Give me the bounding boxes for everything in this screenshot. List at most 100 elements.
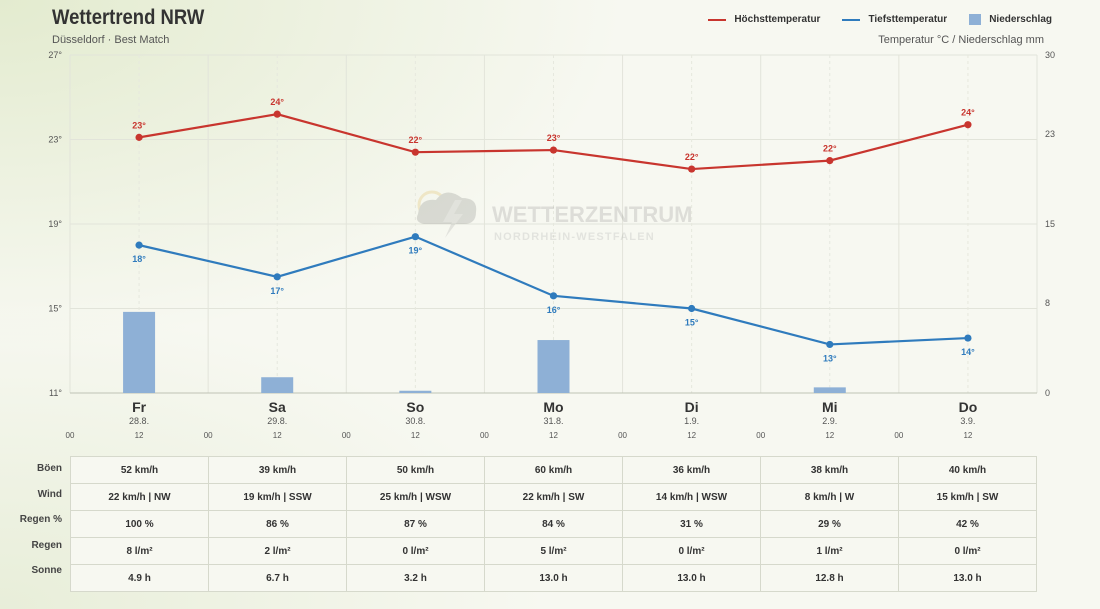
legend-label-precip: Niederschlag	[989, 14, 1052, 25]
y-right-tick-label: 8	[1045, 298, 1050, 308]
precip-bar	[261, 377, 294, 393]
hour-tick-label: 12	[963, 431, 972, 440]
day-label: Do	[959, 399, 978, 415]
table-cell: 8 km/h | W	[760, 483, 899, 511]
min-temp-label: 15°	[685, 318, 699, 328]
table-cell: 0 l/m²	[346, 537, 485, 565]
legend-label-max: Höchsttemperatur	[734, 14, 821, 25]
date-label: 30.8.	[405, 416, 425, 426]
max-temp-point	[688, 165, 696, 173]
table-row: 52 km/h 39 km/h 50 km/h 60 km/h 36 km/h 38 km…	[70, 456, 1037, 484]
table-cell: 22 km/h | SW	[484, 483, 623, 511]
max-temp-point	[273, 110, 281, 118]
hour-tick-label: 00	[618, 431, 627, 440]
max-temp-label: 22°	[685, 152, 699, 162]
table-cell: 13.0 h	[898, 564, 1037, 592]
table-cell: 42 %	[898, 510, 1037, 538]
min-temp-label: 17°	[270, 286, 284, 296]
page-title: Wettertrend NRW	[52, 6, 205, 29]
y-right-tick-label: 15	[1045, 219, 1055, 229]
table-row: 100 % 86 % 87 % 84 % 31 % 29 % 42 %	[70, 510, 1037, 538]
max-temp-label: 23°	[132, 120, 146, 130]
y-right-tick-label: 30	[1045, 50, 1055, 60]
min-temp-label: 16°	[547, 305, 561, 315]
table-cell: 0 l/m²	[622, 537, 761, 565]
y-left-tick-label: 23°	[48, 135, 62, 145]
table-cell: 14 km/h | WSW	[622, 483, 761, 511]
table-cell: 60 km/h	[484, 456, 623, 484]
day-label: Mo	[543, 399, 563, 415]
y-left-tick-label: 19°	[48, 219, 62, 229]
min-temp-label: 19°	[409, 246, 423, 256]
table-cell: 3.2 h	[346, 564, 485, 592]
chart-legend: Höchsttemperatur Tiefsttemperatur Nieder…	[708, 14, 1052, 25]
legend-label-min: Tiefsttemperatur	[868, 14, 948, 25]
max-temp-point	[411, 148, 419, 156]
precip-bar	[123, 311, 156, 393]
y-right-tick-label: 23	[1045, 129, 1055, 139]
hour-tick-label: 00	[342, 431, 351, 440]
table-cell: 19 km/h | SSW	[208, 483, 347, 511]
precip-bar	[813, 387, 846, 393]
max-temp-label: 22°	[823, 144, 837, 154]
table-cell: 2 l/m²	[208, 537, 347, 565]
grid-layer	[69, 54, 1038, 394]
hour-tick-label: 12	[273, 431, 282, 440]
legend-item-precip[interactable]: Niederschlag	[969, 14, 1052, 25]
day-label: Mi	[822, 399, 838, 415]
table-cell: 13.0 h	[484, 564, 623, 592]
table-cell: 0 l/m²	[898, 537, 1037, 565]
min-temp-point	[688, 304, 696, 313]
unit-label: Temperatur °C / Niederschlag mm	[878, 34, 1044, 46]
min-temp-label: 14°	[961, 347, 975, 357]
table-row-label: Regen	[31, 539, 62, 551]
table-cell: 52 km/h	[70, 456, 209, 484]
min-temp-point	[826, 340, 834, 349]
min-temp-point	[549, 292, 558, 300]
table-row: 4.9 h 6.7 h 3.2 h 13.0 h 13.0 h 12.8 h 13.0 h	[70, 564, 1037, 592]
table-cell: 15 km/h | SW	[898, 483, 1037, 511]
min-temp-label: 18°	[132, 254, 146, 264]
watermark-cloud-icon	[416, 192, 477, 224]
min-temp-point	[411, 233, 419, 241]
table-cell: 36 km/h	[622, 456, 761, 484]
hour-tick-label: 12	[549, 431, 558, 440]
table-cell: 6.7 h	[208, 564, 347, 592]
legend-item-min[interactable]: Tiefsttemperatur	[842, 14, 947, 25]
table-cell: 4.9 h	[70, 564, 209, 592]
table-cell: 29 %	[760, 510, 899, 538]
table-cell: 25 km/h | WSW	[346, 483, 485, 511]
date-label: 2.9.	[822, 416, 837, 426]
table-row-label: Sonne	[31, 565, 62, 576]
day-label: Sa	[269, 399, 286, 415]
hour-tick-label: 00	[66, 431, 75, 440]
table-row: 22 km/h | NW 19 km/h | SSW 25 km/h | WSW 22…	[70, 483, 1037, 511]
precip-bars	[123, 311, 846, 393]
watermark-text-1: WETTERZENTRUM	[492, 202, 692, 227]
table-cell: 12.8 h	[760, 564, 899, 592]
legend-swatch-precip	[969, 14, 982, 25]
weather-chart: WETTERZENTRUM NORDRHEIN-WESTFALEN 23° 24°…	[48, 50, 1055, 440]
table-cell: 100 %	[70, 510, 209, 538]
hour-tick-label: 00	[894, 431, 903, 440]
min-temp-point	[964, 334, 972, 342]
min-temp-point	[273, 273, 281, 281]
table-cell: 50 km/h	[346, 456, 485, 484]
y-right-tick-label: 0	[1045, 388, 1050, 398]
legend-item-max[interactable]: Höchsttemperatur	[708, 14, 820, 25]
y-left-tick-label: 11°	[49, 388, 62, 398]
date-label: 28.8.	[129, 416, 149, 426]
day-label: Di	[685, 399, 699, 415]
day-label: So	[406, 399, 424, 415]
hour-tick-label: 12	[825, 431, 834, 440]
day-label: Fr	[132, 399, 147, 415]
hour-tick-label: 00	[480, 431, 489, 440]
max-temp-label: 22°	[409, 135, 423, 145]
precip-bar	[399, 390, 432, 393]
max-temp-label: 24°	[961, 108, 975, 118]
y-left-tick-label: 27°	[48, 50, 62, 60]
max-temp-label: 23°	[547, 133, 561, 143]
page-subtitle: Düsseldorf · Best Match	[52, 34, 170, 46]
table-cell: 1 l/m²	[760, 537, 899, 565]
